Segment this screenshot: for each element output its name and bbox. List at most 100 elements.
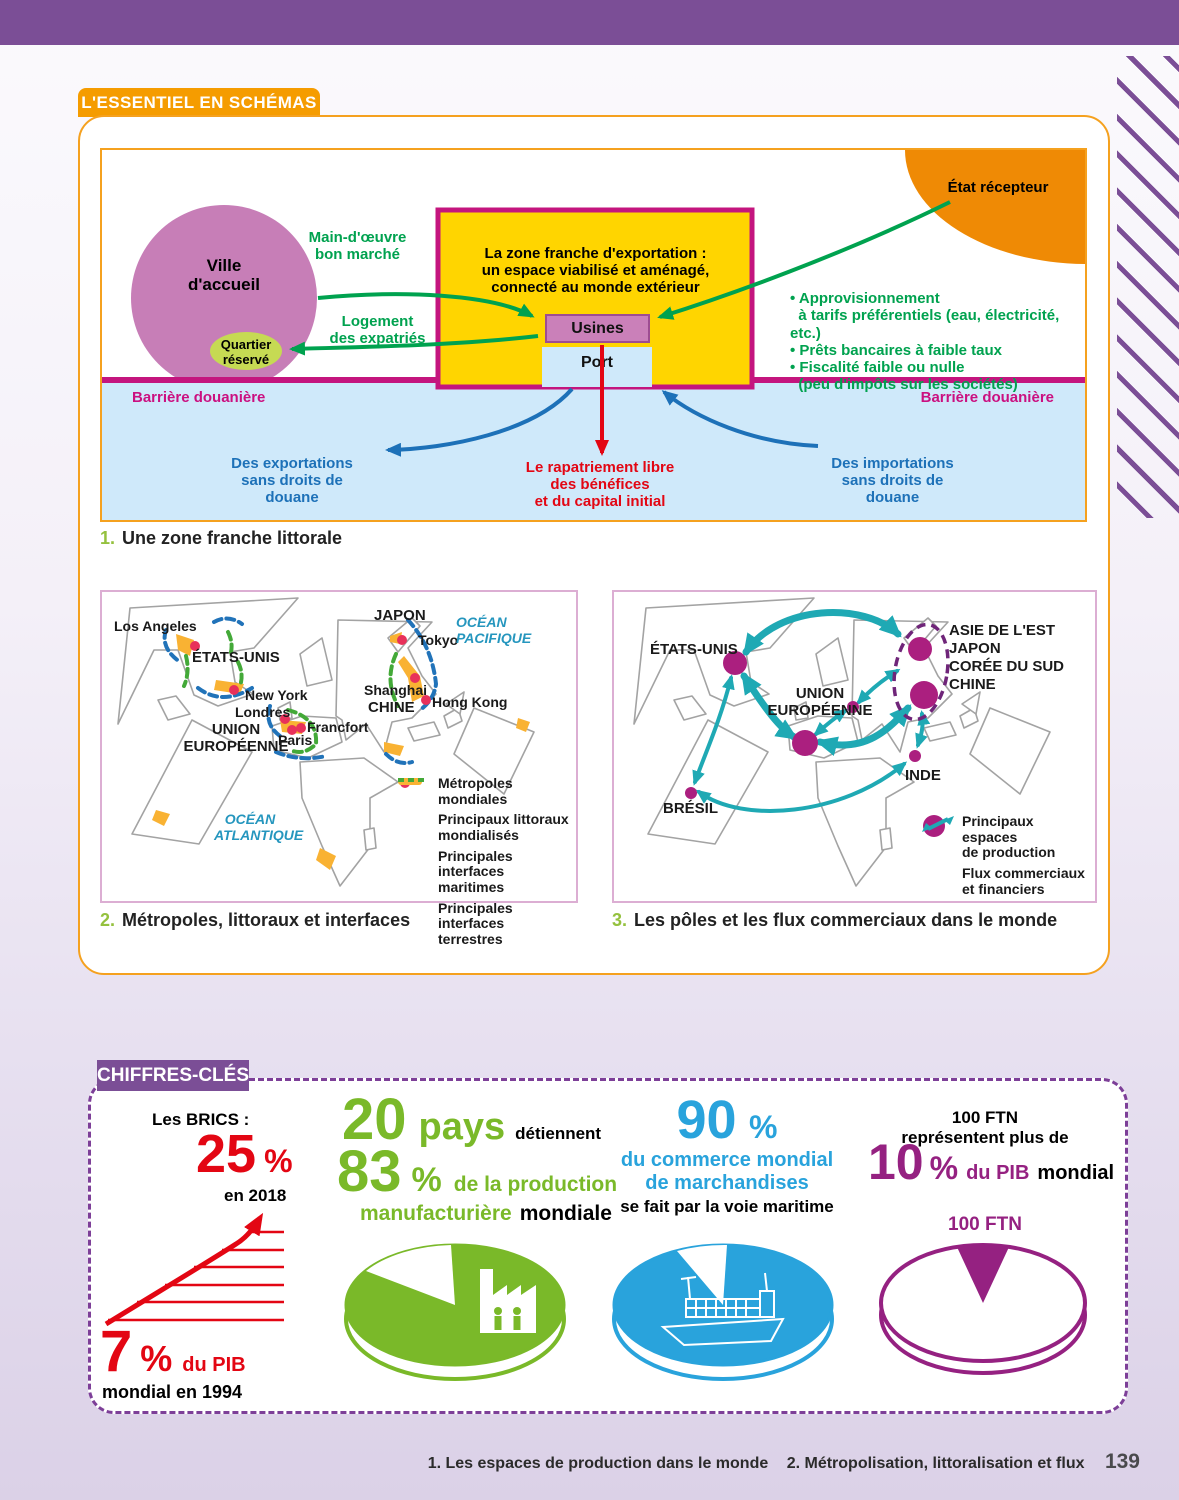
label-shanghai: Shanghai bbox=[364, 682, 428, 698]
footer-ref1-number: 1. bbox=[427, 1455, 442, 1472]
ftn-pie-label: 100 FTN bbox=[948, 1214, 1022, 1235]
label-londres: Londres bbox=[235, 704, 291, 720]
legend-item-flux: Flux commerciaux et financiers bbox=[922, 816, 1092, 897]
caption-2-text: Métropoles, littoraux et interfaces bbox=[122, 910, 411, 930]
production-line1: 20 pays détiennent bbox=[342, 1087, 602, 1152]
production-pie-chart bbox=[344, 1243, 566, 1381]
label-inde: INDE bbox=[905, 767, 941, 784]
production-label-green2: manufacturière bbox=[360, 1202, 512, 1225]
footer-ref2-text: Métropolisation, littoralisation et flux bbox=[804, 1455, 1085, 1472]
logement-expatries-label: Logement des expatriés bbox=[329, 313, 426, 347]
production-label-green1: de la production bbox=[453, 1173, 618, 1196]
rapatriement-label: Le rapatriement libre des bénéfices et d… bbox=[525, 459, 675, 510]
caption-3-number: 3. bbox=[612, 910, 628, 930]
production-label-black: mondiale bbox=[519, 1202, 612, 1225]
orange-bar-icon bbox=[398, 778, 428, 815]
brics-old-value: 7 % du PIB bbox=[100, 1319, 246, 1384]
usines-box: Usines bbox=[545, 314, 650, 343]
legend-item-metropoles: Métropoles mondiales bbox=[398, 775, 574, 807]
label-ocean-pacifique: OCÉAN PACIFIQUE bbox=[456, 614, 532, 647]
teal-arrow-icon bbox=[922, 816, 954, 869]
importations-label: Des importations sans droits de douane bbox=[831, 455, 954, 506]
etat-recepteur-label: État récepteur bbox=[947, 179, 1049, 196]
blue-dashes-icon bbox=[398, 778, 428, 852]
brics-year: en 2018 bbox=[224, 1186, 287, 1205]
label-chine: CHINE bbox=[368, 699, 415, 716]
caption-1-number: 1. bbox=[100, 528, 116, 548]
label-los-angeles: Los Angeles bbox=[114, 618, 197, 634]
maritime-90: 90 bbox=[676, 1090, 737, 1150]
map-metropoles: Los Angeles ÉTATS-UNIS New York Londres … bbox=[100, 590, 578, 947]
caption-map-2: 2. Métropoles, littoraux et interfaces bbox=[100, 910, 410, 931]
ftn-intro: 100 FTN représentent plus de bbox=[900, 1108, 1070, 1149]
ftn-intro-line1: 100 FTN bbox=[951, 1108, 1019, 1127]
ville-accueil-label: Ville d'accueil bbox=[187, 256, 261, 295]
brics-7: 7 bbox=[100, 1319, 133, 1384]
brics-intro: Les BRICS : bbox=[152, 1110, 250, 1129]
diagonal-stripes-decoration bbox=[1117, 56, 1179, 518]
label-tokyo: Tokyo bbox=[418, 632, 459, 648]
green-dashes-icon bbox=[398, 778, 428, 904]
caption-map-3: 3. Les pôles et les flux commerciaux dans… bbox=[612, 910, 1057, 931]
ftn-value: 10 % du PIB mondial bbox=[868, 1134, 1115, 1190]
label-new-york: New York bbox=[245, 687, 308, 703]
caption-schema-1: 1. Une zone franche littorale bbox=[100, 528, 342, 549]
map-metropoles-graphics bbox=[117, 597, 535, 887]
legend-item-interfaces-terrestres: Principales interfaces terrestres bbox=[398, 778, 574, 948]
section-header-tab: L'ESSENTIEL EN SCHÉMAS bbox=[78, 88, 320, 117]
brics-percent-sign: % bbox=[264, 1143, 293, 1179]
brics-value: 25 % bbox=[196, 1124, 293, 1184]
ftn-label-purple: du PIB bbox=[966, 1162, 1030, 1184]
brics-growth-chart bbox=[104, 1212, 284, 1327]
footer-ref2-number: 2. bbox=[786, 1455, 801, 1472]
maritime-pie-chart bbox=[612, 1243, 834, 1381]
maritime-line1: du commerce mondial bbox=[620, 1148, 834, 1171]
label-etats-unis: ÉTATS-UNIS bbox=[192, 649, 280, 666]
legend-item-interfaces-maritimes: Principales interfaces maritimes bbox=[398, 778, 574, 896]
production-83: 83 bbox=[337, 1139, 402, 1204]
ftn-label-black: mondial bbox=[1037, 1162, 1115, 1184]
barriere-douaniere-left: Barrière douanière bbox=[132, 389, 266, 406]
production-percent-sign: % bbox=[411, 1161, 442, 1199]
ftn-10: 10 bbox=[868, 1134, 924, 1190]
label-ocean-atlantique: OCÉAN ATLANTIQUE bbox=[214, 811, 304, 844]
chiffres-cles-title: CHIFFRES-CLÉS bbox=[97, 1060, 249, 1091]
label-paris: Paris bbox=[278, 732, 313, 748]
maritime-line3: se fait par la voie maritime bbox=[620, 1196, 834, 1216]
schema-arrows bbox=[289, 200, 951, 457]
production-pays: pays bbox=[418, 1106, 506, 1148]
metropoles-dots bbox=[190, 635, 431, 735]
production-line3: manufacturière mondiale bbox=[360, 1202, 612, 1226]
brics-25: 25 bbox=[196, 1124, 257, 1184]
production-line2: 83 % de la production bbox=[337, 1139, 618, 1204]
brics-old-label: du PIB bbox=[182, 1354, 246, 1376]
label-francfort: Francfort bbox=[307, 719, 369, 735]
map-metropoles-legend: Métropoles mondiales Principaux littorau… bbox=[398, 775, 574, 953]
caption-1-text: Une zone franche littorale bbox=[122, 528, 343, 548]
espaces-production-dots bbox=[685, 637, 938, 799]
maritime-percent-sign: % bbox=[749, 1109, 778, 1145]
maritime-value: 90 % bbox=[612, 1093, 842, 1147]
schema-zone-franche: Usines Port Ville d'accueil Quartier rés… bbox=[100, 148, 1087, 522]
production-20: 20 bbox=[342, 1087, 407, 1152]
footer: 1. Les espaces de production dans le mon… bbox=[428, 1450, 1140, 1474]
map-flux-legend: Principaux espaces de production Flux co… bbox=[922, 813, 1092, 902]
port-box: Port bbox=[542, 347, 652, 387]
caption-2-number: 2. bbox=[100, 910, 116, 930]
zone-franche-title: La zone franche d'exportation : un espac… bbox=[481, 245, 710, 296]
ftn-percent-sign: % bbox=[929, 1150, 959, 1186]
brics-old-year: mondial en 1994 bbox=[102, 1382, 243, 1402]
top-purple-bar bbox=[0, 0, 1179, 45]
label-hong-kong: Hong Kong bbox=[432, 694, 508, 710]
map-flux-graphics bbox=[633, 597, 1051, 887]
interfaces-maritimes-lines bbox=[162, 616, 439, 765]
exportations-label: Des exportations sans droits de douane bbox=[231, 455, 353, 506]
production-detiennent: détiennent bbox=[515, 1124, 602, 1143]
schema-base-graphics bbox=[102, 150, 1085, 520]
label-asie-de-l-est: ASIE DE L'EST JAPON CORÉE DU SUD CHINE bbox=[949, 622, 1065, 693]
label-japon: JAPON bbox=[374, 607, 426, 624]
flux-arrows bbox=[692, 609, 931, 813]
legend-item-littoraux: Principaux littoraux mondialisés bbox=[398, 778, 574, 843]
factory-icon bbox=[480, 1269, 536, 1333]
